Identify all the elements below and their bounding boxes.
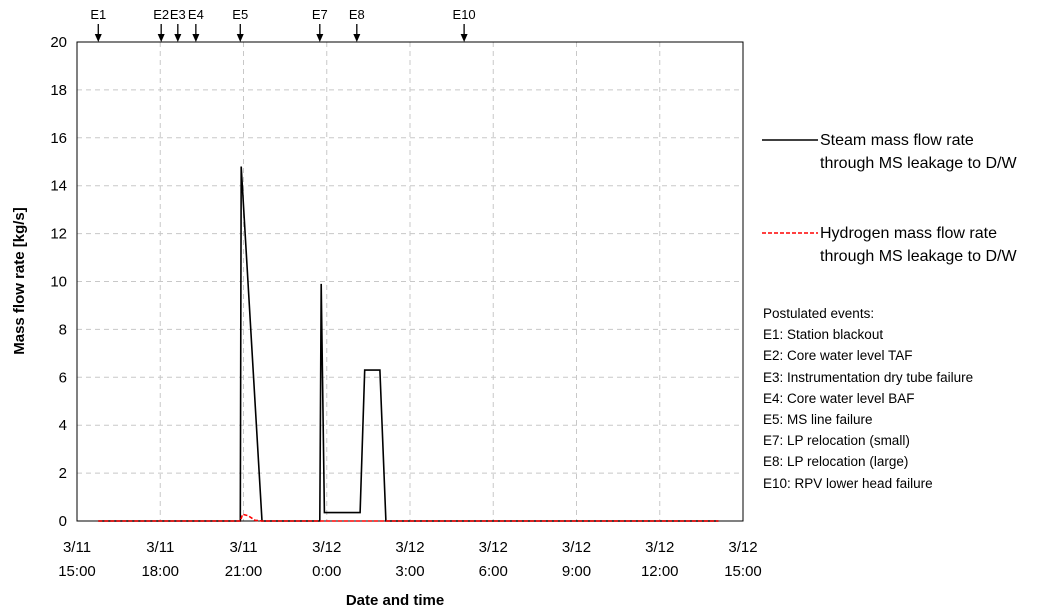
- legend-label-hydrogen-line1: Hydrogen mass flow rate: [820, 225, 997, 242]
- x-tick-time: 15:00: [724, 563, 762, 580]
- event-marker-e4: E4: [188, 7, 204, 42]
- event-label: E1: [90, 7, 106, 22]
- notes-heading: Postulated events:: [763, 306, 875, 321]
- x-tick-time: 6:00: [479, 563, 508, 580]
- x-tick-label: 3/12 15:00: [724, 539, 762, 580]
- x-tick-label: 3/11 18:00: [141, 539, 179, 580]
- event-label: E4: [188, 7, 204, 22]
- note-item: E1: Station blackout: [763, 327, 884, 343]
- x-tick-date: 3/12: [312, 539, 341, 556]
- x-tick-label: 3/12 9:00: [562, 539, 591, 580]
- x-tick-label: 3/11 21:00: [225, 539, 263, 580]
- note-item: E3: Instrumentation dry tube failure: [763, 369, 974, 385]
- event-marker-e10: E10: [453, 7, 476, 42]
- event-marker-e2: E2: [153, 7, 169, 42]
- event-arrow-head: [157, 34, 165, 42]
- series-hydrogen-line: [98, 513, 719, 522]
- event-label: E10: [453, 7, 476, 22]
- event-arrow-head: [460, 34, 468, 42]
- event-marker-e1: E1: [90, 7, 106, 42]
- x-tick-date: 3/12: [645, 539, 674, 556]
- note-item: E2: Core water level TAF: [763, 348, 913, 364]
- x-tick-date: 3/12: [395, 539, 424, 556]
- y-axis-title: Mass flow rate [kg/s]: [11, 207, 28, 355]
- x-tick-date: 3/11: [229, 539, 257, 556]
- x-tick-time: 3:00: [395, 563, 424, 580]
- legend-label-hydrogen-line2: through MS leakage to D/W: [820, 248, 1017, 265]
- y-tick-label: 6: [59, 369, 67, 386]
- x-tick-date: 3/12: [562, 539, 591, 556]
- note-item: E10: RPV lower head failure: [763, 475, 933, 491]
- x-tick-date: 3/12: [479, 539, 508, 556]
- legend-label-steam-line1: Steam mass flow rate: [820, 132, 974, 149]
- y-tick-label: 16: [50, 130, 67, 147]
- x-axis-ticks: 3/11 15:003/11 18:003/11 21:003/12 0:003/12 3…: [58, 539, 762, 580]
- event-arrow-head: [94, 34, 102, 42]
- y-tick-label: 2: [59, 465, 67, 482]
- x-tick-time: 0:00: [312, 563, 341, 580]
- event-label: E2: [153, 7, 169, 22]
- x-tick-date: 3/11: [63, 539, 91, 556]
- note-item: E4: Core water level BAF: [763, 390, 915, 406]
- x-tick-label: 3/12 12:00: [641, 539, 679, 580]
- event-label: E5: [232, 7, 248, 22]
- legend: [762, 139, 818, 234]
- event-arrow-head: [236, 34, 244, 42]
- x-tick-time: 12:00: [641, 563, 679, 580]
- x-tick-date: 3/12: [728, 539, 757, 556]
- event-arrow-head: [192, 34, 200, 42]
- event-marker-e8: E8: [349, 7, 365, 42]
- grid: [77, 42, 743, 521]
- event-label: E3: [170, 7, 186, 22]
- series-steam-line: [98, 166, 719, 522]
- event-marker-e5: E5: [232, 7, 248, 42]
- x-tick-label: 3/11 15:00: [58, 539, 96, 580]
- y-tick-label: 14: [50, 178, 67, 195]
- x-tick-label: 3/12 0:00: [312, 539, 341, 580]
- event-label: E8: [349, 7, 365, 22]
- note-item: E5: MS line failure: [763, 412, 873, 428]
- note-item: E7: LP relocation (small): [763, 433, 910, 449]
- event-marker-e7: E7: [312, 7, 328, 42]
- x-axis-title: Date and time: [346, 592, 444, 609]
- x-tick-label: 3/12 6:00: [479, 539, 508, 580]
- x-tick-time: 18:00: [141, 563, 179, 580]
- x-tick-label: 3/12 3:00: [395, 539, 424, 580]
- x-tick-date: 3/11: [146, 539, 174, 556]
- x-tick-time: 21:00: [225, 563, 263, 580]
- event-markers: E1 E2 E3 E4 E5 E7 E8 E10: [90, 7, 476, 42]
- series-layer: [98, 166, 719, 522]
- legend-label-steam: Steam mass flow rate through MS leakage …: [820, 129, 1017, 175]
- y-tick-label: 4: [59, 417, 67, 434]
- event-arrow-head: [353, 34, 361, 42]
- event-notes: Postulated events: E1: Station blackout …: [763, 303, 973, 494]
- x-tick-time: 9:00: [562, 563, 591, 580]
- y-axis-ticks: 0 2 4 6 8 10 12 14 16 18 20: [50, 34, 67, 530]
- y-tick-label: 20: [50, 34, 67, 51]
- y-tick-label: 18: [50, 82, 67, 99]
- event-marker-e3: E3: [170, 7, 186, 42]
- legend-label-hydrogen: Hydrogen mass flow rate through MS leaka…: [820, 222, 1017, 268]
- y-tick-label: 10: [50, 274, 67, 291]
- y-tick-label: 8: [59, 321, 67, 338]
- x-tick-time: 15:00: [58, 563, 96, 580]
- y-tick-label: 0: [59, 513, 67, 530]
- y-tick-label: 12: [50, 226, 67, 243]
- event-label: E7: [312, 7, 328, 22]
- legend-label-steam-line2: through MS leakage to D/W: [820, 155, 1017, 172]
- event-arrow-head: [174, 34, 182, 42]
- note-item: E8: LP relocation (large): [763, 454, 909, 470]
- event-arrow-head: [316, 34, 324, 42]
